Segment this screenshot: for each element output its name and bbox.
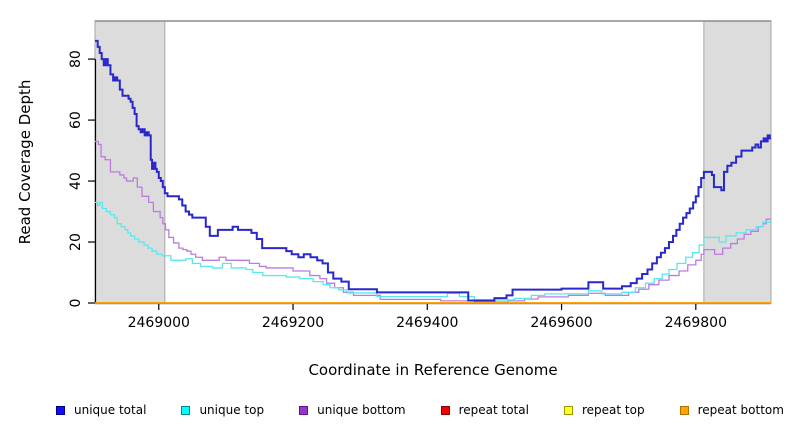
legend-label-repeat-top: repeat top bbox=[581, 403, 645, 417]
legend-swatch-repeat-total bbox=[440, 405, 450, 415]
y-tick-label: 0 bbox=[68, 299, 84, 308]
shaded-region-1 bbox=[703, 20, 772, 304]
x-tick-label: 2469000 bbox=[128, 315, 190, 331]
legend-swatch-repeat-top bbox=[563, 405, 573, 415]
series-line-unique-bottom bbox=[95, 140, 771, 303]
x-tick-label: 2469600 bbox=[530, 315, 592, 331]
legend-swatch-unique-top bbox=[181, 405, 191, 415]
legend-label-repeat-bottom: repeat bottom bbox=[697, 403, 784, 417]
x-axis-title: Coordinate in Reference Genome bbox=[308, 361, 557, 379]
legend-item-repeat-bottom: repeat bottom bbox=[679, 403, 784, 417]
x-tick-label: 2469800 bbox=[665, 315, 727, 331]
legend-item-repeat-total: repeat total bbox=[440, 403, 529, 417]
legend-item-unique-bottom: unique bottom bbox=[299, 403, 406, 417]
x-tick-label: 2469200 bbox=[262, 315, 324, 331]
legend-item-repeat-top: repeat top bbox=[563, 403, 645, 417]
legend-swatch-repeat-bottom bbox=[679, 405, 689, 415]
y-tick-label: 20 bbox=[68, 233, 84, 251]
y-tick-label: 40 bbox=[68, 172, 84, 190]
legend-label-repeat-total: repeat total bbox=[458, 403, 529, 417]
legend-label-unique-bottom: unique bottom bbox=[317, 403, 406, 417]
series-line-unique-total bbox=[95, 39, 771, 302]
x-tick-label: 2469400 bbox=[396, 315, 458, 331]
legend-item-unique-top: unique top bbox=[181, 403, 264, 417]
legend: unique total unique top unique bottom repea… bbox=[56, 397, 784, 423]
series-line-unique-top bbox=[95, 201, 771, 301]
legend-label-unique-top: unique top bbox=[199, 403, 265, 417]
legend-label-unique-total: unique total bbox=[74, 403, 147, 417]
legend-item-unique-total: unique total bbox=[56, 403, 146, 417]
y-tick-label: 60 bbox=[68, 111, 84, 129]
legend-swatch-unique-total bbox=[56, 405, 65, 415]
y-tick-label: 80 bbox=[68, 50, 84, 68]
y-axis-title: Read Coverage Depth bbox=[16, 80, 34, 245]
legend-swatch-unique-bottom bbox=[299, 405, 309, 415]
